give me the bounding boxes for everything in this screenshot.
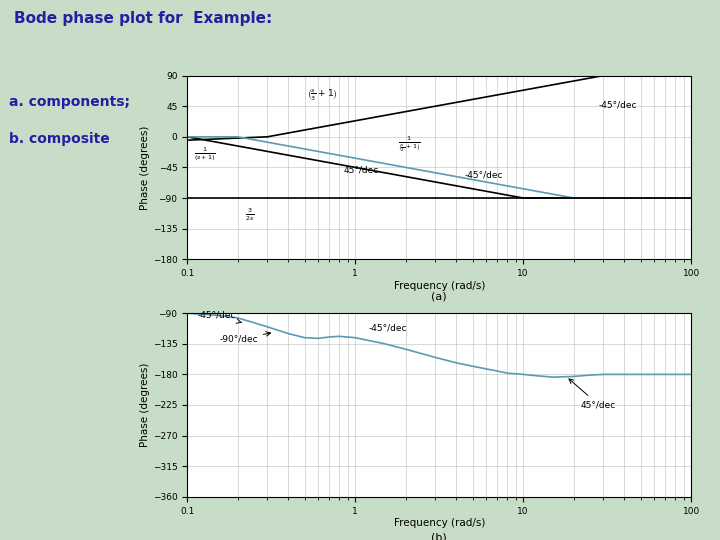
Text: $\frac{3}{2s}$: $\frac{3}{2s}$: [245, 206, 254, 223]
Text: $\frac{1}{(s+1)}$: $\frac{1}{(s+1)}$: [194, 145, 216, 163]
Text: -45°/dec: -45°/dec: [369, 324, 407, 333]
X-axis label: Frequency (rad/s): Frequency (rad/s): [394, 518, 485, 528]
Text: b. composite: b. composite: [9, 132, 109, 146]
Text: $\left(\frac{s}{3}+1\right)$: $\left(\frac{s}{3}+1\right)$: [307, 88, 338, 104]
Text: 45°/dec: 45°/dec: [569, 379, 616, 409]
Text: $\frac{1}{\left(\frac{s}{2}+1\right)}$: $\frac{1}{\left(\frac{s}{2}+1\right)}$: [398, 134, 421, 154]
Y-axis label: Phase (degrees): Phase (degrees): [140, 125, 150, 210]
Y-axis label: Phase (degrees): Phase (degrees): [140, 363, 150, 447]
X-axis label: Frequency (rad/s): Frequency (rad/s): [394, 281, 485, 291]
Text: -45°/dec: -45°/dec: [465, 171, 503, 180]
Text: -90°/dec: -90°/dec: [219, 332, 271, 344]
Text: Bode phase plot for  Example:: Bode phase plot for Example:: [14, 11, 273, 26]
Text: (b): (b): [431, 533, 447, 540]
Text: 45°/dec: 45°/dec: [343, 166, 379, 175]
Text: -45°/dec: -45°/dec: [197, 311, 241, 323]
Text: (a): (a): [431, 292, 447, 302]
Text: a. components;: a. components;: [9, 95, 130, 109]
Text: -45°/dec: -45°/dec: [598, 100, 636, 110]
